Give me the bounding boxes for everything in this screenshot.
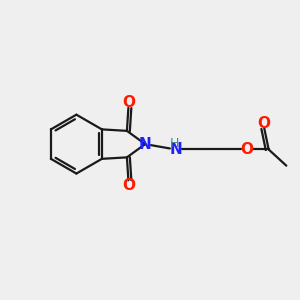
Text: N: N (139, 136, 152, 152)
Text: O: O (258, 116, 271, 131)
Text: N: N (169, 142, 182, 157)
Text: O: O (240, 142, 253, 157)
Text: O: O (122, 178, 135, 193)
Text: H: H (169, 136, 179, 149)
Text: O: O (122, 95, 135, 110)
